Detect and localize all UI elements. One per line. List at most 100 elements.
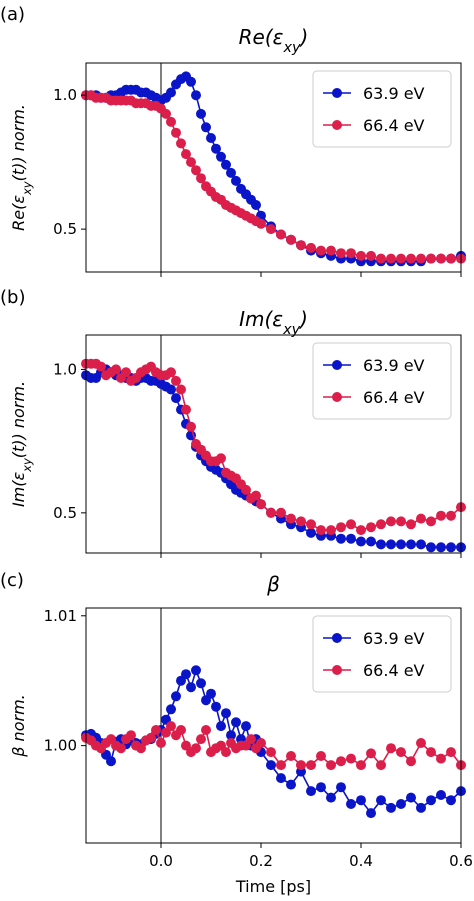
legend-label: 63.9 eV bbox=[363, 356, 425, 375]
y-tick-label: 1.0 bbox=[53, 360, 77, 378]
legend-marker bbox=[332, 88, 342, 98]
y-axis-label: Re(εxy(t)) norm. bbox=[9, 104, 34, 231]
data-point bbox=[356, 525, 366, 536]
data-point bbox=[276, 773, 286, 784]
legend-label: 63.9 eV bbox=[363, 84, 425, 103]
data-point bbox=[171, 375, 181, 386]
y-tick-label: 1.00 bbox=[44, 737, 77, 755]
data-point bbox=[166, 704, 176, 715]
chart-title: Im(εxy) bbox=[239, 307, 308, 338]
data-point bbox=[181, 149, 191, 160]
data-point bbox=[326, 525, 336, 536]
data-point bbox=[426, 253, 436, 264]
data-point bbox=[166, 384, 176, 395]
data-point bbox=[406, 519, 416, 530]
y-tick-label: 0.5 bbox=[53, 504, 77, 522]
data-point bbox=[256, 218, 266, 229]
data-point bbox=[316, 782, 326, 793]
data-point bbox=[366, 536, 376, 547]
axes-frame bbox=[85, 62, 462, 273]
data-point bbox=[231, 175, 241, 186]
data-point bbox=[201, 122, 211, 133]
data-point bbox=[436, 510, 446, 521]
data-point bbox=[346, 799, 356, 809]
data-point bbox=[266, 760, 276, 771]
legend-box bbox=[312, 342, 452, 420]
series-b bbox=[81, 90, 466, 264]
data-point bbox=[151, 725, 161, 735]
data-point bbox=[206, 133, 216, 143]
data-point bbox=[191, 165, 201, 176]
legend-marker bbox=[332, 360, 342, 370]
data-point bbox=[286, 779, 296, 790]
legend-marker bbox=[332, 392, 342, 402]
y-axis-label: β norm. bbox=[9, 694, 28, 757]
data-point bbox=[316, 751, 326, 761]
data-point bbox=[191, 665, 201, 676]
data-point bbox=[316, 525, 326, 536]
data-point bbox=[276, 229, 286, 240]
data-point bbox=[276, 760, 286, 771]
legend-label: 63.9 eV bbox=[363, 629, 425, 648]
data-point bbox=[166, 367, 176, 378]
data-point bbox=[251, 200, 261, 210]
data-point bbox=[116, 743, 126, 754]
data-point bbox=[346, 519, 356, 530]
data-point bbox=[186, 682, 196, 693]
data-point bbox=[396, 747, 406, 758]
chart-title: Re(εxy) bbox=[239, 25, 309, 56]
panel-3: (c) β 1.01 1.00 0.0 0.2 0.4 0.6 β norm. 63.9 eV 66… bbox=[0, 570, 473, 870]
data-point bbox=[216, 721, 226, 732]
data-point bbox=[306, 242, 316, 253]
data-point bbox=[226, 730, 236, 741]
data-point bbox=[276, 507, 286, 518]
data-point bbox=[176, 725, 186, 735]
y-tick-label: 1.0 bbox=[53, 86, 77, 104]
chart-title: β bbox=[266, 572, 280, 596]
data-point bbox=[376, 795, 386, 806]
data-point bbox=[161, 108, 171, 119]
data-point bbox=[121, 367, 131, 378]
x-tick-label: 0.4 bbox=[349, 852, 373, 870]
data-point bbox=[326, 245, 336, 256]
data-point bbox=[266, 507, 276, 518]
data-point bbox=[376, 253, 386, 264]
legend-marker bbox=[332, 120, 342, 130]
data-point bbox=[446, 795, 456, 806]
legend-marker bbox=[332, 665, 342, 675]
data-point bbox=[211, 143, 221, 154]
data-point bbox=[386, 516, 396, 527]
data-point bbox=[286, 751, 296, 761]
data-point bbox=[171, 691, 181, 702]
data-point bbox=[436, 253, 446, 264]
data-point bbox=[181, 669, 191, 680]
x-tick-label: 0.6 bbox=[449, 852, 473, 870]
data-point bbox=[356, 250, 366, 261]
data-point bbox=[386, 743, 396, 754]
y-tick-label: 1.01 bbox=[44, 607, 77, 625]
data-point bbox=[376, 760, 386, 771]
data-point bbox=[286, 234, 296, 245]
data-point bbox=[176, 384, 186, 395]
panel-1: (a)Re(εxy)1.00.5Re(εxy(t)) norm.63.9 eV6… bbox=[0, 4, 466, 277]
data-point bbox=[426, 516, 436, 527]
data-point bbox=[221, 747, 231, 758]
data-point bbox=[326, 792, 336, 803]
data-point bbox=[396, 253, 406, 264]
data-point bbox=[176, 138, 186, 149]
axes-frame bbox=[85, 607, 462, 844]
data-point bbox=[356, 760, 366, 771]
data-point bbox=[436, 790, 446, 800]
data-point bbox=[366, 748, 376, 759]
data-point bbox=[256, 738, 266, 748]
data-point bbox=[366, 250, 376, 261]
data-point bbox=[221, 708, 231, 719]
data-point bbox=[226, 167, 236, 178]
data-point bbox=[186, 76, 196, 87]
data-point bbox=[211, 701, 221, 712]
data-point bbox=[216, 151, 226, 162]
data-point bbox=[166, 87, 176, 98]
data-point bbox=[406, 792, 416, 803]
data-point bbox=[196, 108, 206, 119]
data-point bbox=[241, 721, 251, 732]
